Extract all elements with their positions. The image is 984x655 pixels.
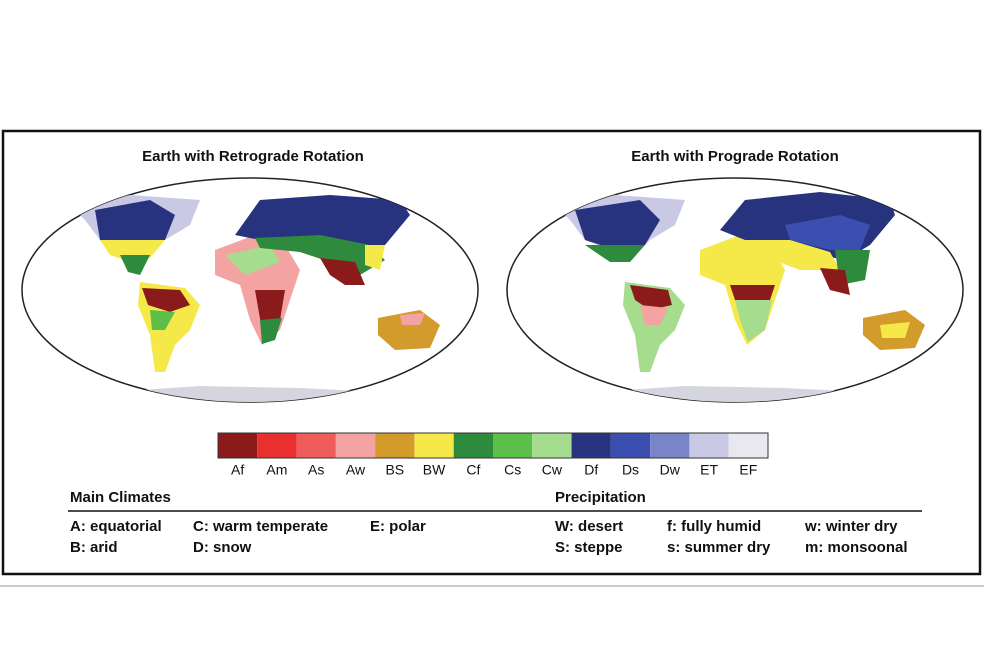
land [575,200,660,248]
continents [555,192,925,402]
key-item: m: monsoonal [805,539,908,556]
land [235,195,410,260]
legend-swatch [571,433,611,458]
map-title: Earth with Prograde Rotation [631,148,839,165]
legend-swatch [650,433,690,458]
land [320,258,365,285]
key-item: E: polar [370,518,426,535]
legend-swatch [257,433,297,458]
legend-label: As [308,462,324,478]
land [630,285,672,310]
legend-label: BS [385,462,404,478]
key-item: B: arid [70,539,118,556]
legend-swatch [689,433,729,458]
land [400,313,425,325]
color-legend: Af Am As Aw BS BW Cf Cs Cw Df Ds Dw ET EF [217,432,769,478]
land [820,268,850,295]
legend-swatch [335,433,376,458]
legend-label: Dw [660,462,681,478]
map-title: Earth with Retrograde Rotation [142,148,364,165]
key-list: A: equatorial B: arid C: warm temperate D: … [70,518,908,556]
section-heading: Precipitation [555,489,646,506]
land [880,322,910,338]
legend-swatch [296,433,336,458]
legend-label: EF [739,462,757,478]
legend-swatch [493,433,533,458]
legend-border [217,432,769,459]
legend-swatch [453,433,493,458]
land [730,285,775,300]
legend-label: Am [266,462,287,478]
key-item: C: warm temperate [193,518,328,535]
land [365,245,385,270]
legend-label: BW [423,462,446,478]
land [120,255,150,275]
land [150,310,175,330]
legend-swatch [375,433,415,458]
key-item: f: fully humid [667,518,761,535]
land [225,245,280,275]
land [260,318,282,344]
key-item: S: steppe [555,539,623,556]
legend-label: Ds [622,462,639,478]
land [95,200,175,245]
legend-label: ET [700,462,718,478]
land [785,215,870,250]
land [378,310,440,350]
legend-swatch [532,433,572,458]
legend-swatch [414,433,454,458]
land [735,300,772,342]
legend-swatch [218,433,258,458]
legend-label: Cs [504,462,521,478]
land [142,288,190,312]
map-prograde [506,177,964,403]
land [640,305,668,325]
key-item: W: desert [555,518,623,535]
legend-label: Aw [346,462,366,478]
key-item: w: winter dry [804,518,898,535]
legend-swatch [728,433,768,458]
key-item: s: summer dry [667,539,771,556]
legend-swatch [610,433,651,458]
legend-label: Df [584,462,598,478]
legend-label: Af [231,462,244,478]
land [745,240,840,270]
key-item: D: snow [193,539,252,556]
legend-label: Cf [466,462,480,478]
land [585,245,645,262]
section-heading: Main Climates [70,489,171,506]
key-item: A: equatorial [70,518,162,535]
legend-label: Cw [542,462,563,478]
